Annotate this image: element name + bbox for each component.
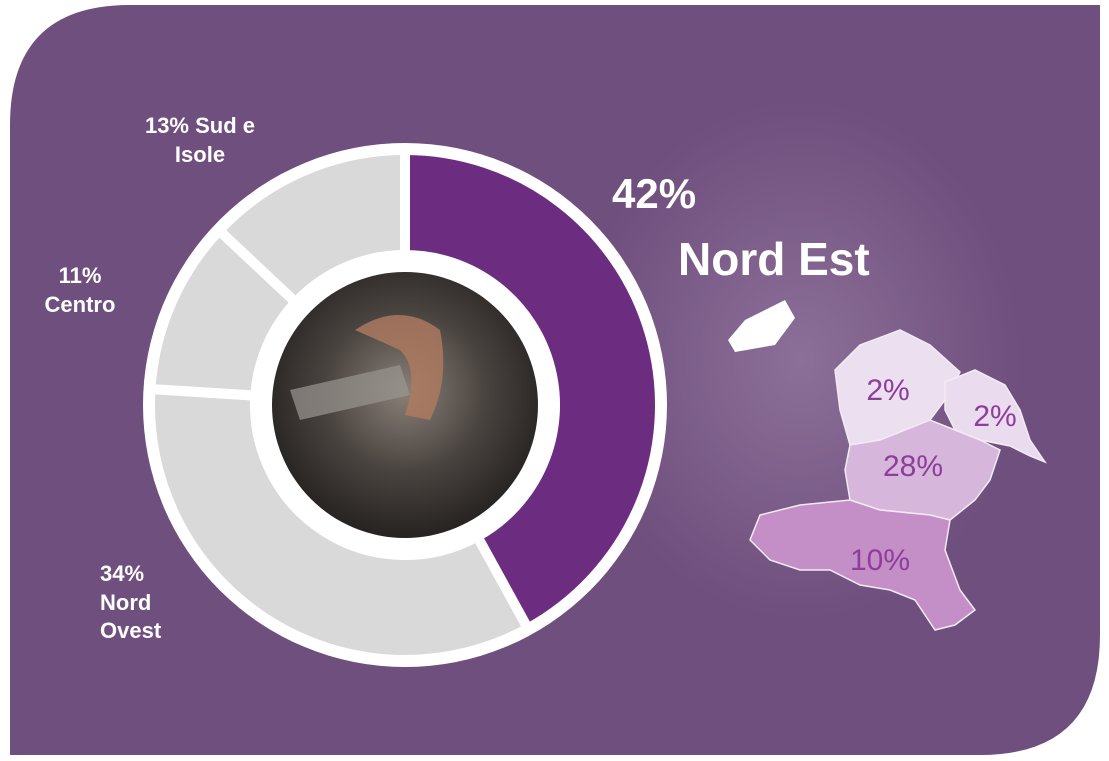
slice-label-box: 34% Nord Ovest: [100, 560, 180, 646]
slice-label-box: 13% Sud e Isole: [135, 112, 265, 169]
slice-label-box: 11% Centro: [30, 262, 130, 319]
map-region-label: 2%: [973, 400, 1016, 433]
slice-value-label: 42%: [612, 170, 697, 217]
pointer-shape: [728, 300, 795, 352]
slice-value-label: 13%: [144, 113, 189, 138]
slice-label: Sud e Isole: [174, 113, 256, 167]
photo-hand: [355, 315, 444, 420]
slice-label: Centro: [44, 291, 116, 317]
map-region: [749, 499, 977, 631]
photo: [272, 272, 538, 538]
slice-value-label: 34%: [100, 561, 145, 586]
map-region: [944, 369, 1048, 464]
slice-label: Nord Est: [678, 233, 870, 285]
map-region-label: 10%: [850, 544, 910, 577]
photo-detail: [290, 365, 410, 420]
map-region-label: 2%: [866, 374, 909, 407]
map-region-label: 28%: [883, 450, 943, 483]
slice-value-label: 11%: [58, 263, 102, 288]
slice-label: Nord Ovest: [100, 589, 162, 644]
